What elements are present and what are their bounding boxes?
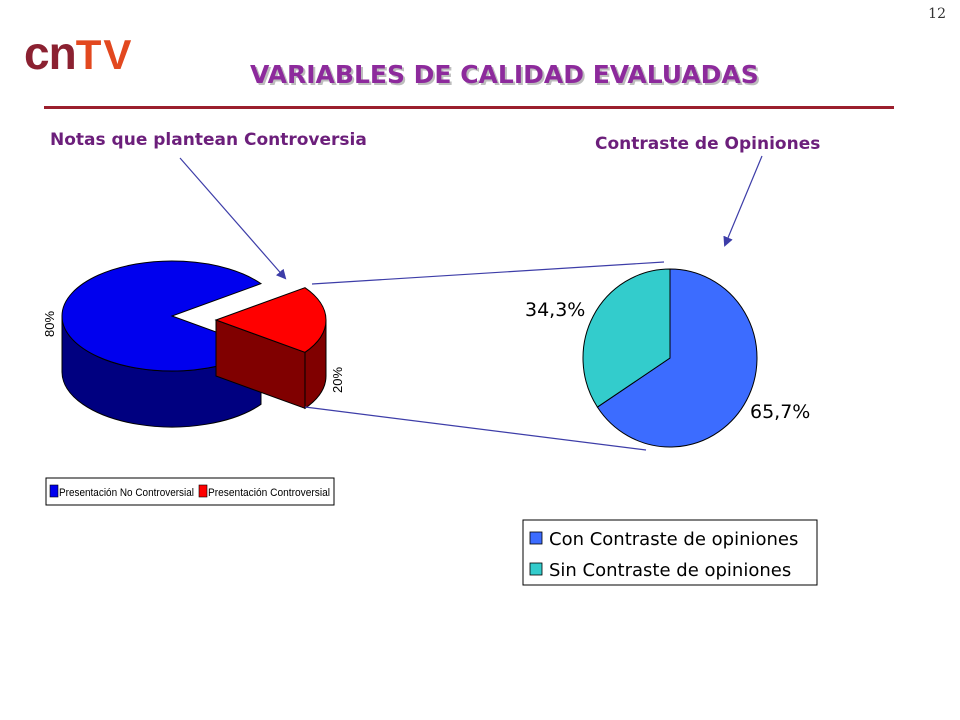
slide-number: 12 xyxy=(928,6,946,22)
logo-tv: TV xyxy=(75,31,134,78)
logo-cn: cn xyxy=(24,27,77,79)
connector-line-top xyxy=(311,261,665,285)
cntv-logo: cnTV xyxy=(24,30,133,76)
pie-chart-contraste: 65,7% 34,3% xyxy=(525,268,810,448)
legend-swatch-sin-contraste xyxy=(529,562,543,576)
subtitle-contraste: Contraste de Opiniones xyxy=(595,134,821,154)
label-20-percent: 20% xyxy=(330,367,345,393)
legend-label-controversial: Presentación Controversial xyxy=(208,487,330,499)
pie-chart-controversia: 80% 20% xyxy=(42,260,345,428)
arrow-to-contraste-pie xyxy=(723,155,763,247)
legend-label-sin-contraste: Sin Contraste de opiniones xyxy=(549,560,791,581)
slice-controversial xyxy=(214,287,327,353)
label-34-3-percent: 34,3% xyxy=(525,299,585,321)
label-80-percent: 80% xyxy=(42,311,57,337)
arrow-to-controversial-slice xyxy=(179,157,287,280)
connector-line-bottom xyxy=(304,406,647,451)
legend-swatch-con-contraste xyxy=(529,531,543,545)
legend-label-con-contraste: Con Contraste de opiniones xyxy=(549,529,798,550)
subtitle-controversia: Notas que plantean Controversia xyxy=(50,130,367,150)
legend-controversia: Presentación No Controversial Presentaci… xyxy=(45,477,335,506)
slice-sin-contraste xyxy=(582,268,671,408)
legend-contraste: Con Contraste de opiniones Sin Contraste… xyxy=(522,519,818,586)
label-65-7-percent: 65,7% xyxy=(750,401,810,423)
title-divider xyxy=(44,106,894,109)
slice-no-controversial xyxy=(61,260,263,372)
page-title: VARIABLES DE CALIDAD EVALUADAS xyxy=(250,60,759,89)
legend-label-no-controversial: Presentación No Controversial xyxy=(59,487,194,499)
legend-swatch-no-controversial xyxy=(49,484,59,498)
legend-swatch-controversial xyxy=(198,484,208,498)
slice-con-contraste xyxy=(596,268,758,448)
